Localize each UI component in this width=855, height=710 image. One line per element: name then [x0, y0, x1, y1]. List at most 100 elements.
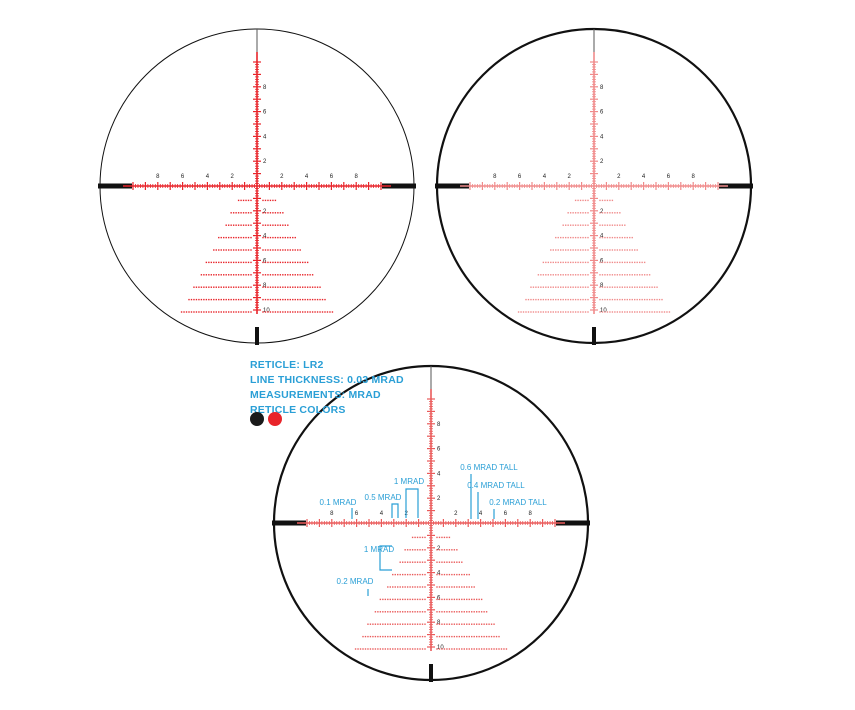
holdover-dot [220, 286, 222, 288]
holdover-dot [190, 311, 193, 313]
holdover-dot [468, 598, 470, 601]
holdover-dot [475, 635, 478, 638]
holdover-dot [274, 298, 277, 301]
holdover-dot [577, 212, 579, 214]
holdover-dot [606, 311, 609, 313]
holdover-dot [394, 573, 396, 576]
holdover-dot [198, 286, 200, 288]
holdover-dot [441, 536, 443, 539]
holdover-dot [441, 549, 443, 551]
holdover-dot [277, 249, 279, 251]
holdover-dot [409, 549, 411, 551]
holdover-dot [411, 611, 414, 613]
holdover-dot [401, 598, 404, 601]
holdover-dot [624, 274, 626, 276]
holdover-dot [262, 212, 264, 214]
holdover-dot [404, 648, 406, 650]
holdover-dot [279, 286, 282, 288]
holdover-dot [319, 298, 321, 301]
holdover-dot [294, 286, 296, 288]
holdover-dot [208, 274, 210, 276]
holdover-dot [237, 224, 240, 226]
holdover-dot [446, 611, 448, 613]
holdover-dot [321, 298, 324, 301]
holdover-dot [451, 586, 453, 588]
holdover-dot [619, 298, 621, 301]
holdover-dot [272, 212, 274, 214]
holdover-dot [451, 549, 453, 551]
holdover-dot [297, 249, 299, 251]
holdover-dot [567, 249, 569, 251]
holdover-dot [264, 224, 267, 226]
holdover-dot [314, 298, 316, 301]
v-down-label: 6 [437, 595, 441, 601]
holdover-dot [309, 286, 311, 288]
holdover-dot [394, 598, 396, 601]
holdover-dot [624, 298, 626, 301]
holdover-dot [614, 236, 616, 239]
holdover-dot [193, 298, 195, 301]
holdover-dot [587, 224, 589, 226]
holdover-dot [218, 298, 220, 301]
holdover-dot [316, 298, 319, 301]
holdover-dot [245, 249, 247, 251]
holdover-dot [567, 224, 569, 226]
holdover-dot [584, 224, 587, 226]
holdover-dot [601, 249, 604, 251]
holdover-dot [367, 623, 369, 625]
holdover-dot [274, 261, 277, 264]
h-tick-label: 2 [454, 511, 458, 517]
holdover-dot [421, 623, 424, 625]
holdover-dot [382, 648, 384, 650]
holdover-dot [223, 249, 225, 251]
holdover-dot [456, 549, 458, 551]
holdover-dot [631, 249, 633, 251]
holdover-dot [582, 212, 584, 214]
holdover-dot [461, 561, 463, 563]
holdover-dot [582, 249, 584, 251]
callout-0-5-mrad-bracket [391, 503, 399, 518]
holdover-dot [614, 212, 616, 214]
holdover-dot [555, 274, 557, 276]
holdover-dot [436, 623, 438, 625]
holdover-dot [567, 261, 569, 264]
holdover-dot [264, 311, 267, 313]
holdover-dot [424, 623, 426, 625]
holdover-dot [409, 648, 411, 650]
holdover-dot [235, 261, 237, 264]
holdover-dot [587, 311, 589, 313]
holdover-dot [235, 311, 237, 313]
holdover-dot [284, 286, 287, 288]
v-up-label: 6 [600, 110, 604, 116]
holdover-dot [480, 611, 483, 613]
holdover-dot [562, 236, 564, 239]
holdover-dot [409, 586, 411, 588]
holdover-dot [616, 298, 619, 301]
holdover-dot [638, 261, 641, 264]
holdover-dot [284, 249, 287, 251]
holdover-dot [483, 648, 485, 650]
holdover-dot [208, 261, 210, 264]
callout-0-5-mrad: 0.5 MRAD [365, 493, 402, 502]
holdover-dot [223, 274, 225, 276]
holdover-dot [289, 274, 291, 276]
holdover-dot [262, 261, 264, 264]
holdover-dot [401, 635, 404, 638]
holdover-dot [208, 311, 210, 313]
holdover-dot [387, 598, 389, 601]
holdover-dot [218, 261, 220, 264]
black-color-swatch [250, 412, 264, 426]
holdover-dot [456, 635, 458, 638]
holdover-dot [195, 286, 198, 288]
holdover-dot [653, 311, 656, 313]
holdover-dot [274, 199, 277, 202]
holdover-dot [250, 236, 252, 239]
holdover-dot [653, 286, 656, 288]
holdover-dot [272, 249, 274, 251]
holdover-dot [215, 298, 217, 301]
holdover-dot [436, 536, 438, 539]
holdover-dot [557, 261, 559, 264]
holdover-dot [555, 261, 557, 264]
holdover-dot [626, 274, 628, 276]
holdover-dot [419, 573, 421, 576]
